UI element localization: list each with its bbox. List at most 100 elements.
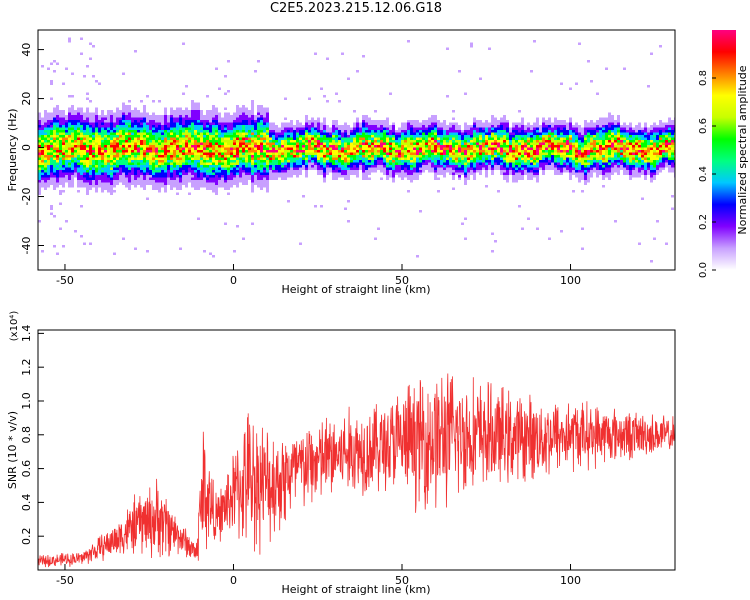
heatmap-cell — [179, 117, 182, 120]
heatmap-cell — [548, 122, 551, 125]
heatmap-cell — [566, 132, 569, 135]
heatmap-cell — [377, 150, 380, 153]
heatmap-cell — [455, 125, 458, 128]
heatmap-cell — [464, 160, 467, 163]
heatmap-cell — [89, 242, 92, 245]
heatmap-cell — [437, 160, 440, 163]
heatmap-cell — [239, 170, 242, 173]
heatmap-cell — [137, 130, 140, 133]
heatmap-cell — [377, 162, 380, 165]
heatmap-cell — [263, 155, 266, 158]
heatmap-cell — [500, 117, 503, 120]
heatmap-cell — [41, 165, 44, 168]
heatmap-cell — [38, 147, 41, 150]
heatmap-cell — [386, 120, 389, 123]
heatmap-cell — [116, 122, 119, 125]
heatmap-cell — [305, 167, 308, 170]
heatmap-cell — [194, 125, 197, 128]
heatmap-cell — [215, 167, 218, 170]
heatmap-cell — [224, 167, 227, 170]
heatmap-cell — [359, 142, 362, 145]
heatmap-cell — [203, 185, 206, 188]
heatmap-cell — [491, 130, 494, 133]
heatmap-cell — [455, 147, 458, 150]
heatmap-cell — [527, 132, 530, 135]
heatmap-cell — [47, 155, 50, 158]
heatmap-cell — [320, 167, 323, 170]
heatmap-cell — [293, 132, 296, 135]
heatmap-cell — [581, 130, 584, 133]
heatmap-cell — [107, 132, 110, 135]
heatmap-cell — [209, 135, 212, 138]
heatmap-cell — [440, 155, 443, 158]
heatmap-cell — [62, 115, 65, 118]
heatmap-cell — [413, 120, 416, 123]
heatmap-cell — [368, 145, 371, 148]
heatmap-cell — [422, 125, 425, 128]
heatmap-cell — [95, 182, 98, 185]
heatmap-cell — [185, 175, 188, 178]
heatmap-cell — [71, 125, 74, 128]
heatmap-cell — [98, 117, 101, 120]
heatmap-cell — [563, 135, 566, 138]
heatmap-cell — [173, 177, 176, 180]
heatmap-cell — [62, 175, 65, 178]
heatmap-cell — [122, 167, 125, 170]
heatmap-cell — [578, 127, 581, 130]
heatmap-cell — [536, 157, 539, 160]
heatmap-cell — [434, 117, 437, 120]
heatmap-cell — [518, 130, 521, 133]
heatmap-cell — [323, 177, 326, 180]
heatmap-cell — [62, 162, 65, 165]
heatmap-cell — [311, 160, 314, 163]
heatmap-cell — [44, 117, 47, 120]
heatmap-cell — [203, 132, 206, 135]
heatmap-cell — [251, 135, 254, 138]
heatmap-cell — [167, 180, 170, 183]
heatmap-cell — [47, 135, 50, 138]
heatmap-cell — [527, 120, 530, 123]
heatmap-cell — [128, 135, 131, 138]
heatmap-cell — [449, 155, 452, 158]
heatmap-cell — [551, 157, 554, 160]
heatmap-cell — [206, 145, 209, 148]
heatmap-cell — [110, 130, 113, 133]
heatmap-cell — [524, 125, 527, 128]
heatmap-cell — [173, 175, 176, 178]
heatmap-cell — [263, 140, 266, 143]
heatmap-cell — [155, 182, 158, 185]
heatmap-cell — [284, 127, 287, 130]
heatmap-cell — [467, 172, 470, 175]
heatmap-cell — [161, 142, 164, 145]
heatmap-cell — [266, 182, 269, 185]
heatmap-cell — [155, 167, 158, 170]
heatmap-cell — [407, 145, 410, 148]
heatmap-cell — [467, 152, 470, 155]
heatmap-cell — [68, 130, 71, 133]
heatmap-cell — [326, 135, 329, 138]
heatmap-cell — [47, 170, 50, 173]
heatmap-cell — [200, 125, 203, 128]
heatmap-cell — [68, 107, 71, 110]
heatmap-cell — [401, 142, 404, 145]
heatmap-cell — [155, 177, 158, 180]
heatmap-cell — [173, 155, 176, 158]
heatmap-cell — [566, 170, 569, 173]
heatmap-cell — [464, 92, 467, 95]
heatmap-cell — [248, 180, 251, 183]
heatmap-cell — [98, 180, 101, 183]
heatmap-cell — [86, 195, 89, 198]
heatmap-cell — [143, 145, 146, 148]
heatmap-cell — [107, 152, 110, 155]
heatmap-cell — [128, 115, 131, 118]
heatmap-cell — [158, 180, 161, 183]
heatmap-cell — [143, 185, 146, 188]
heatmap-cell — [425, 125, 428, 128]
heatmap-cell — [74, 150, 77, 153]
heatmap-cell — [242, 172, 245, 175]
heatmap-cell — [242, 105, 245, 108]
heatmap-cell — [74, 115, 77, 118]
heatmap-cell — [104, 130, 107, 133]
heatmap-cell — [257, 155, 260, 158]
heatmap-cell — [503, 142, 506, 145]
